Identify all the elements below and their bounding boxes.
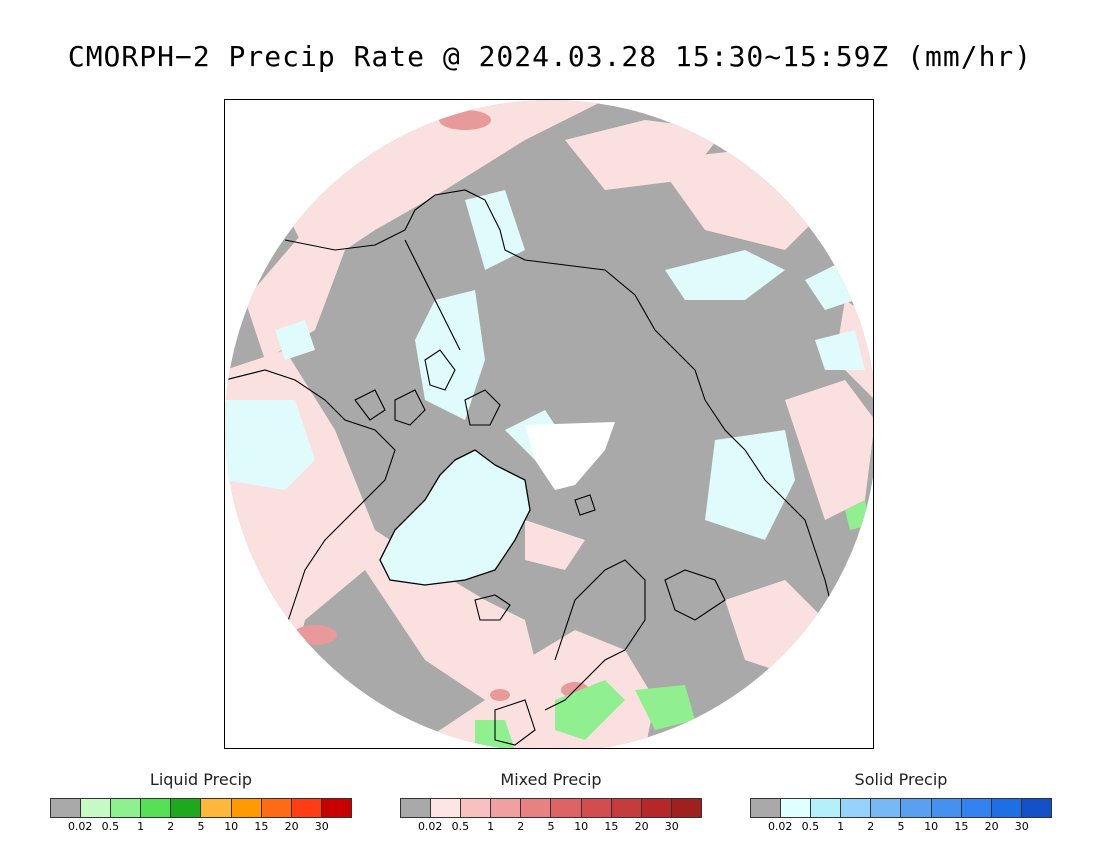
legend-tick: 20 xyxy=(284,820,299,833)
legend-tick: 5 xyxy=(547,820,555,833)
legend-title: Mixed Precip xyxy=(500,770,602,789)
legend-swatch xyxy=(111,799,142,817)
tick-labels: 0.02 0.5 1 2 5 10 15 20 30 xyxy=(400,820,702,834)
legend-swatch xyxy=(641,799,672,817)
legend-tick: 2 xyxy=(167,820,175,833)
legend-tick: 30 xyxy=(1014,820,1029,833)
legend-tick: 0.5 xyxy=(801,820,820,833)
legend-swatch xyxy=(201,799,232,817)
legend-swatch xyxy=(781,799,812,817)
legend-tick: 1 xyxy=(137,820,145,833)
legend-tick: 0.5 xyxy=(101,820,120,833)
mixed-precip-legend: Mixed Precip 0.02 0.5 1 2 5 10 15 20 30 xyxy=(400,770,702,834)
solid-precip-legend: Solid Precip 0.02 0.5 1 2 5 10 15 20 30 xyxy=(750,770,1052,834)
legend-tick: 1 xyxy=(487,820,495,833)
legend-tick: 2 xyxy=(867,820,875,833)
legend-swatch xyxy=(1021,799,1051,817)
color-bar xyxy=(50,798,352,818)
legend-tick: 10 xyxy=(224,820,239,833)
legend-swatch xyxy=(461,799,492,817)
legend-tick: 20 xyxy=(634,820,649,833)
legend-swatch xyxy=(841,799,872,817)
legend-swatch xyxy=(141,799,172,817)
legend-tick: 0.02 xyxy=(417,820,443,833)
legend-tick: 15 xyxy=(254,820,269,833)
legend-swatch xyxy=(871,799,902,817)
tick-labels: 0.02 0.5 1 2 5 10 15 20 30 xyxy=(750,820,1052,834)
tick-labels: 0.02 0.5 1 2 5 10 15 20 30 xyxy=(50,820,352,834)
legend-swatch xyxy=(521,799,552,817)
legend-swatch xyxy=(401,799,432,817)
legend-tick: 5 xyxy=(897,820,905,833)
legend-tick: 1 xyxy=(837,820,845,833)
polar-no-data-hole xyxy=(525,422,615,490)
legend-tick: 30 xyxy=(664,820,679,833)
color-bar xyxy=(400,798,702,818)
legend-tick: 0.02 xyxy=(67,820,93,833)
liquid-precip-legend: Liquid Precip 0.02 0.5 1 2 5 10 15 20 30 xyxy=(50,770,352,834)
legend-swatch xyxy=(171,799,202,817)
legend-swatch xyxy=(51,799,82,817)
legend-title: Solid Precip xyxy=(854,770,948,789)
legend-tick: 15 xyxy=(604,820,619,833)
legend-swatch xyxy=(551,799,582,817)
legend-tick: 0.02 xyxy=(767,820,793,833)
legend-swatch xyxy=(231,799,262,817)
color-bar xyxy=(750,798,1052,818)
legend-swatch xyxy=(581,799,612,817)
legend-swatch xyxy=(261,799,292,817)
legend-swatch xyxy=(751,799,782,817)
precip-map xyxy=(224,99,874,749)
legend-swatch xyxy=(321,799,351,817)
legend-tick: 10 xyxy=(924,820,939,833)
legend-swatch xyxy=(671,799,701,817)
legend-swatch xyxy=(611,799,642,817)
legend-tick: 10 xyxy=(574,820,589,833)
legend-title: Liquid Precip xyxy=(149,770,253,789)
legend-tick: 0.5 xyxy=(451,820,470,833)
legend-tick: 20 xyxy=(984,820,999,833)
legend-swatch xyxy=(931,799,962,817)
legend-tick: 30 xyxy=(314,820,329,833)
legend-tick: 5 xyxy=(197,820,205,833)
legend-swatch xyxy=(811,799,842,817)
legend-swatch xyxy=(81,799,112,817)
polar-map-canvas xyxy=(225,100,873,748)
legend-swatch xyxy=(491,799,522,817)
legend-swatch xyxy=(961,799,992,817)
map-title: CMORPH−2 Precip Rate @ 2024.03.28 15:30~… xyxy=(67,40,1033,73)
legend-swatch xyxy=(991,799,1022,817)
coastlines xyxy=(225,189,846,746)
legend-swatch xyxy=(901,799,932,817)
legend-tick: 2 xyxy=(517,820,525,833)
legend-swatch xyxy=(431,799,462,817)
greenland xyxy=(379,449,531,586)
legend-swatch xyxy=(291,799,322,817)
legend-tick: 15 xyxy=(954,820,969,833)
